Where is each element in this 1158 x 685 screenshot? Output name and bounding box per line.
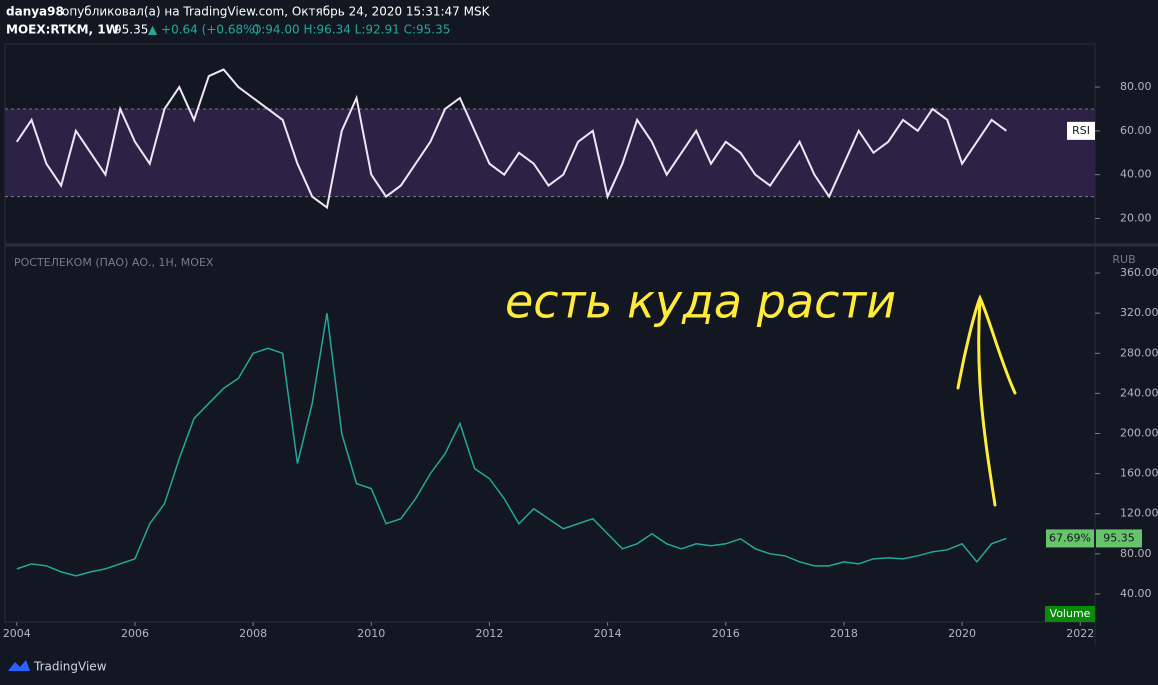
logo-icon	[8, 660, 30, 671]
change: ▲ +0.64 (+0.68%)	[148, 23, 259, 37]
y-tick-label: 40.00	[1120, 168, 1152, 181]
y-tick-label: 320.00	[1120, 306, 1158, 319]
y-tick-label: 80.00	[1120, 547, 1152, 560]
y-tick-label: 120.00	[1120, 507, 1158, 520]
x-tick-label: 2008	[239, 627, 267, 640]
chart-title: РОСТЕЛЕКОМ (ПАО) АО., 1Н, MOEX	[14, 256, 214, 269]
author: danya98	[6, 5, 64, 19]
y-tick-label: 20.00	[1120, 211, 1152, 224]
last-price: 95.35	[114, 23, 148, 37]
tradingview-logo: TradingView	[8, 660, 107, 674]
price-line	[16, 313, 1007, 577]
logo-text: TradingView	[33, 660, 107, 674]
y-tick-label: 280.00	[1120, 346, 1158, 359]
y-tick-label: 160.00	[1120, 467, 1158, 480]
x-tick-label: 2004	[3, 627, 31, 640]
ohlc: O:94.00 H:96.34 L:92.91 C:95.35	[252, 23, 450, 37]
volume-box	[1045, 606, 1095, 622]
x-tick-label: 2016	[712, 627, 740, 640]
last-price-label: 95.35	[1103, 531, 1135, 544]
symbol: MOEX:RTKM, 1W	[6, 23, 119, 37]
annotation: есть куда расти	[505, 275, 896, 329]
x-tick-label: 2018	[830, 627, 858, 640]
y-tick-label: 360.00	[1120, 266, 1158, 279]
rsi-label: RSI	[1072, 124, 1090, 137]
y-tick-label: 200.00	[1120, 426, 1158, 439]
y-tick-label: 80.00	[1120, 80, 1152, 93]
price-line	[15, 68, 1007, 210]
x-tick-label: 2010	[357, 627, 385, 640]
x-tick-label: 2006	[121, 627, 149, 640]
x-tick-label: 2014	[594, 627, 622, 640]
volume-label: Volume	[1050, 607, 1091, 620]
rsi-label-box	[1067, 121, 1095, 140]
change-box	[1046, 529, 1094, 548]
x-tick-label: 2012	[475, 627, 503, 640]
y-tick-label: 60.00	[1120, 124, 1152, 137]
last-price-box	[1096, 529, 1142, 548]
y-tick-label: 240.00	[1120, 386, 1158, 399]
y-tick-label: 40.00	[1120, 587, 1152, 600]
change-label: 67.69%	[1049, 531, 1091, 544]
published: опубликовал(а) на TradingView.com, Октяб…	[62, 5, 491, 19]
currency-unit: RUB	[1112, 253, 1135, 266]
annotation-arrow	[956, 294, 1017, 507]
x-tick-label: 2020	[948, 627, 976, 640]
rsi-band	[5, 108, 1095, 197]
x-tick-label: 2022	[1066, 627, 1094, 640]
